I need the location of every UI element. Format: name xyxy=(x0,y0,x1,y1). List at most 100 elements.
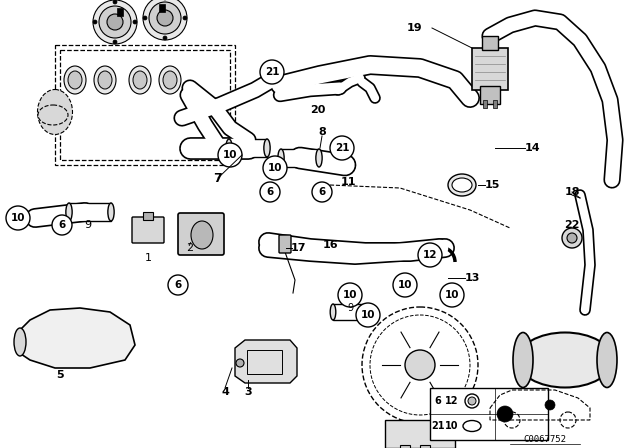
Text: 9: 9 xyxy=(84,220,92,230)
Ellipse shape xyxy=(68,71,82,89)
Text: 15: 15 xyxy=(484,180,500,190)
Circle shape xyxy=(330,136,354,160)
Text: 10: 10 xyxy=(445,290,460,300)
Text: 16: 16 xyxy=(322,240,338,250)
Bar xyxy=(333,304,371,320)
Circle shape xyxy=(52,215,72,235)
Text: 10: 10 xyxy=(11,213,25,223)
FancyBboxPatch shape xyxy=(132,217,164,243)
Circle shape xyxy=(93,20,97,24)
Bar xyxy=(69,203,111,221)
Circle shape xyxy=(545,400,555,410)
Text: 10: 10 xyxy=(361,310,375,320)
Circle shape xyxy=(183,16,187,20)
Ellipse shape xyxy=(163,71,177,89)
Circle shape xyxy=(356,303,380,327)
Circle shape xyxy=(133,20,137,24)
Circle shape xyxy=(562,228,582,248)
Bar xyxy=(483,100,487,108)
Ellipse shape xyxy=(513,332,533,388)
FancyBboxPatch shape xyxy=(279,235,291,253)
Text: 17: 17 xyxy=(291,243,306,253)
Circle shape xyxy=(263,156,287,180)
Circle shape xyxy=(99,6,131,38)
Bar xyxy=(472,48,508,90)
Circle shape xyxy=(497,406,513,422)
Circle shape xyxy=(107,14,123,30)
Text: 10: 10 xyxy=(445,421,459,431)
Text: 21: 21 xyxy=(265,67,279,77)
Bar xyxy=(143,212,153,220)
Ellipse shape xyxy=(38,90,72,134)
Text: C0067752: C0067752 xyxy=(524,435,566,444)
Circle shape xyxy=(260,60,284,84)
Ellipse shape xyxy=(278,149,284,167)
Text: 12: 12 xyxy=(445,396,459,406)
Circle shape xyxy=(312,182,332,202)
Ellipse shape xyxy=(463,421,481,431)
Text: 10: 10 xyxy=(268,163,282,173)
Text: 18: 18 xyxy=(564,187,580,197)
Circle shape xyxy=(168,275,188,295)
Circle shape xyxy=(6,206,30,230)
Text: 5: 5 xyxy=(56,370,64,380)
Circle shape xyxy=(405,350,435,380)
Text: 2: 2 xyxy=(186,243,193,253)
Ellipse shape xyxy=(108,203,114,221)
Ellipse shape xyxy=(518,332,612,388)
Bar xyxy=(482,36,498,50)
Circle shape xyxy=(143,0,187,40)
Bar xyxy=(281,149,319,167)
Ellipse shape xyxy=(330,304,336,320)
Ellipse shape xyxy=(316,149,322,167)
Bar xyxy=(247,350,282,374)
Bar xyxy=(420,445,430,448)
Text: 12: 12 xyxy=(423,250,437,260)
Ellipse shape xyxy=(14,328,26,356)
Text: 9: 9 xyxy=(347,303,353,313)
Bar xyxy=(117,8,123,16)
Polygon shape xyxy=(15,308,135,368)
Text: 13: 13 xyxy=(464,273,480,283)
Circle shape xyxy=(113,0,117,4)
Ellipse shape xyxy=(597,332,617,388)
Circle shape xyxy=(236,359,244,367)
Ellipse shape xyxy=(94,66,116,94)
Text: 6: 6 xyxy=(58,220,66,230)
Circle shape xyxy=(93,0,137,44)
Bar xyxy=(493,100,497,108)
FancyBboxPatch shape xyxy=(178,213,224,255)
Circle shape xyxy=(163,36,167,40)
Circle shape xyxy=(567,233,577,243)
Circle shape xyxy=(338,283,362,307)
Bar xyxy=(229,139,267,157)
Polygon shape xyxy=(235,340,297,383)
Bar xyxy=(60,50,230,160)
Bar xyxy=(430,388,548,440)
Ellipse shape xyxy=(264,139,270,157)
Ellipse shape xyxy=(66,203,72,221)
Ellipse shape xyxy=(452,178,472,192)
Text: 6: 6 xyxy=(318,187,326,197)
Text: 22: 22 xyxy=(564,220,580,230)
Circle shape xyxy=(440,283,464,307)
Text: 21: 21 xyxy=(431,421,445,431)
Text: 1: 1 xyxy=(145,253,152,263)
Circle shape xyxy=(468,397,476,405)
Circle shape xyxy=(393,273,417,297)
Ellipse shape xyxy=(159,66,181,94)
Ellipse shape xyxy=(64,66,86,94)
Text: 7: 7 xyxy=(214,172,222,185)
Bar xyxy=(480,86,500,104)
Circle shape xyxy=(143,16,147,20)
Ellipse shape xyxy=(129,66,151,94)
Text: 10: 10 xyxy=(397,280,412,290)
Circle shape xyxy=(465,394,479,408)
Text: 11: 11 xyxy=(340,177,356,187)
Ellipse shape xyxy=(38,105,68,125)
Text: 20: 20 xyxy=(310,105,326,115)
Circle shape xyxy=(418,243,442,267)
Circle shape xyxy=(157,10,173,26)
Text: 8: 8 xyxy=(318,127,326,137)
Circle shape xyxy=(260,182,280,202)
